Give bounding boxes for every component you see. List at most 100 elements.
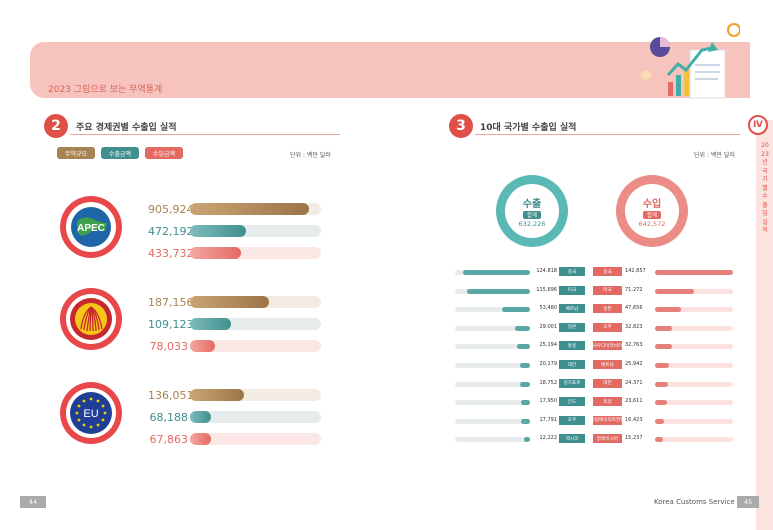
export-country: 중국 (559, 267, 585, 276)
footer-org: Korea Customs Service (654, 498, 735, 506)
import-bar-track (655, 307, 733, 313)
import-bar-track (655, 400, 733, 406)
asean-emblem-icon (70, 298, 112, 340)
export-bar-track (455, 418, 530, 424)
export-country: 싱가포르 (559, 378, 585, 388)
import-bar-track (655, 325, 733, 331)
import-bar-track (655, 270, 733, 275)
eu-logo-text: EU (83, 408, 98, 420)
export-bar (520, 381, 530, 387)
country-row: 17,950 인도 독일 23,611 (455, 397, 735, 407)
asean-export-track (190, 318, 321, 330)
import-value: 15,237 (625, 435, 643, 442)
import-country: 독일 (593, 397, 622, 407)
export-total-value: 632,226 (518, 219, 546, 228)
apec-logo: APEC (60, 196, 122, 258)
apec-import-value: 433,732 (148, 247, 194, 260)
import-bar (655, 418, 664, 424)
chapter-side-label: 2023년 국가별 수출입 실적 (761, 142, 769, 234)
export-bar-track (455, 344, 530, 350)
import-bar (655, 288, 694, 294)
import-total-ring: 수입 합계 642,572 (616, 175, 688, 247)
export-bar (515, 325, 530, 331)
globe-icon: APEC (71, 207, 111, 247)
import-value: 71,272 (625, 286, 643, 293)
country-row: 12,222 멕시코 말레이시아 15,237 (455, 434, 735, 444)
export-country: 인도 (559, 397, 585, 407)
eu-logo: EU (60, 382, 122, 444)
import-bar-track (655, 344, 733, 350)
export-bar-track (455, 381, 530, 387)
eu-export-bar (190, 411, 211, 423)
asean-trade-bar (190, 296, 269, 308)
apec-trade-track (190, 203, 321, 215)
export-value: 17,791 (539, 416, 558, 423)
import-ring-tag: 합계 (642, 210, 662, 219)
import-value: 32,763 (625, 342, 643, 349)
import-bar-track (655, 418, 733, 424)
export-bar-track (455, 400, 530, 406)
import-country: 호주 (593, 322, 622, 332)
eu-export-track (190, 411, 321, 423)
import-country: 미국 (593, 285, 622, 295)
apec-trade-bar (190, 203, 310, 215)
import-bar-track (655, 437, 733, 443)
import-bar (655, 307, 681, 313)
export-bar (462, 270, 530, 275)
eu-import-track (190, 433, 321, 445)
export-ring-tag: 합계 (522, 210, 542, 219)
apec-logo-text: APEC (77, 223, 105, 234)
right-unit-label: 단위 : 백만 달러 (694, 152, 735, 159)
import-bar (655, 270, 733, 275)
export-value: 18,752 (539, 379, 558, 386)
export-value: 124,818 (536, 268, 557, 274)
section-number-badge: 2 (44, 114, 68, 138)
page-number-left: 44 (20, 496, 46, 508)
country-row: 20,179 대만 베트남 25,942 (455, 360, 735, 370)
import-bar-track (655, 288, 733, 294)
section-divider (70, 134, 340, 135)
eu-import-value: 67,863 (149, 433, 189, 446)
asean-import-track (190, 340, 321, 352)
import-bar-track (655, 363, 733, 368)
import-ring-label: 수입 (642, 198, 662, 210)
apec-export-track (190, 225, 321, 237)
asean-import-bar (190, 340, 215, 352)
apec-import-bar (190, 247, 242, 259)
export-bar (519, 363, 530, 368)
export-bar-track (455, 363, 530, 368)
apec-import-track (190, 247, 321, 259)
import-bar (655, 437, 663, 443)
export-value: 17,950 (539, 398, 558, 405)
asean-trade-track (190, 296, 321, 308)
import-bar (655, 325, 673, 331)
country-row: 29,001 일본 호주 32,823 (455, 322, 735, 333)
eu-trade-track (190, 389, 321, 401)
asean-logo (60, 288, 122, 350)
apec-export-bar (190, 225, 247, 237)
chapter-side-strip (756, 120, 773, 530)
import-bar-track (655, 381, 733, 387)
import-bar (655, 400, 668, 406)
section-title-right: 10대 국가별 수출입 실적 (480, 123, 577, 133)
import-value: 25,942 (625, 361, 643, 367)
import-bar (655, 363, 670, 368)
apec-trade-value: 905,924 (148, 203, 194, 216)
export-bar (521, 418, 530, 424)
country-row: 25,194 홍콩 사우디아라비아 32,763 (455, 341, 735, 351)
eu-flag-icon: EU (70, 392, 112, 434)
import-bar (655, 344, 673, 350)
legend-import: 수입금액 (145, 147, 183, 159)
export-bar (517, 344, 530, 350)
export-value: 20,179 (539, 361, 558, 367)
export-value: 29,001 (539, 323, 558, 330)
legend-trade: 무역규모 (57, 147, 95, 159)
export-bar-track (455, 288, 530, 294)
export-country: 미국 (559, 285, 585, 295)
chapter-badge: Ⅳ (748, 115, 768, 135)
export-total-ring: 수출 합계 632,226 (496, 175, 568, 247)
eu-trade-bar (190, 389, 244, 401)
legend-export: 수출금액 (101, 147, 139, 159)
import-value: 47,656 (625, 305, 643, 312)
